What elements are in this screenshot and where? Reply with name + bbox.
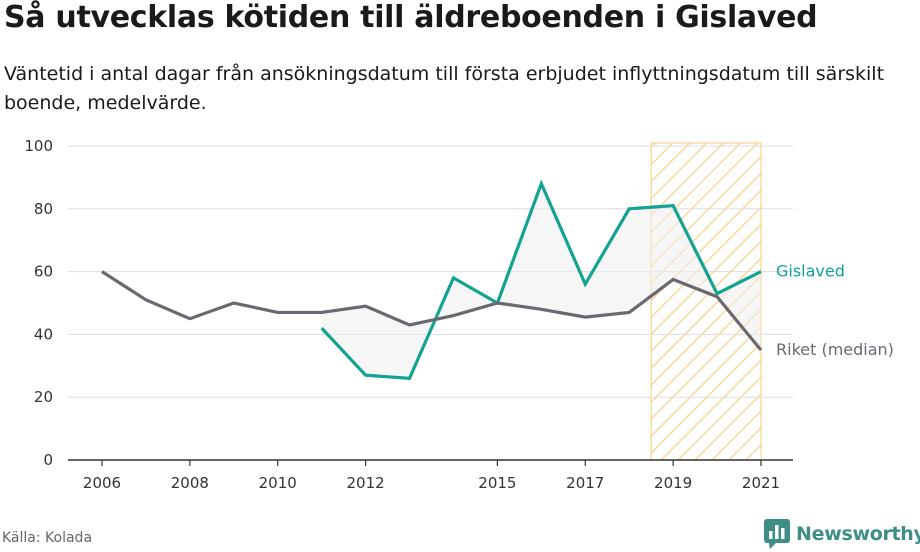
grid-layer: 0 20 40 60 80 100	[24, 137, 793, 469]
y-tick-label-40: 40	[34, 325, 53, 343]
lines-layer	[101, 179, 763, 381]
series-label-riket-median: Riket (median)	[776, 340, 894, 359]
series-label-gislaved: Gislaved	[776, 262, 845, 281]
x-tick-label-2019: 2019	[654, 474, 692, 492]
y-tick-label-80: 80	[34, 200, 53, 218]
x-tick-label-2015: 2015	[478, 474, 516, 492]
x-tick-label-2010: 2010	[259, 474, 297, 492]
x-tick-label-2008: 2008	[171, 474, 209, 492]
x-tick-label-2017: 2017	[566, 474, 604, 492]
series-line-riket-median	[101, 270, 763, 352]
diff-fill-layer	[321, 183, 761, 379]
y-tick-label-0: 0	[43, 451, 53, 469]
x-tick-label-2021: 2021	[742, 474, 780, 492]
chart-subtitle: Väntetid i antal dagar från ansökningsda…	[4, 63, 885, 114]
x-tick-label-2012: 2012	[347, 474, 385, 492]
axes-layer: 2006 2008 2010 2012 2015 2017 2019 2021	[68, 459, 793, 492]
x-tick-label-2006: 2006	[83, 474, 121, 492]
difference-area	[321, 183, 761, 379]
newsworthy-logo-text: Newsworthy	[796, 523, 920, 545]
labels-layer: Gislaved Riket (median)	[776, 262, 894, 360]
source-note: Källa: Kolada	[2, 530, 93, 546]
y-tick-label-100: 100	[24, 137, 53, 155]
series-line-gislaved	[320, 179, 762, 381]
y-tick-label-60: 60	[34, 263, 53, 281]
newsworthy-logo-icon	[764, 519, 790, 549]
newsworthy-logo[interactable]: Newsworthy	[764, 519, 920, 549]
y-tick-label-20: 20	[34, 388, 53, 406]
chart-title: Så utvecklas kötiden till äldreboenden i…	[4, 0, 818, 35]
